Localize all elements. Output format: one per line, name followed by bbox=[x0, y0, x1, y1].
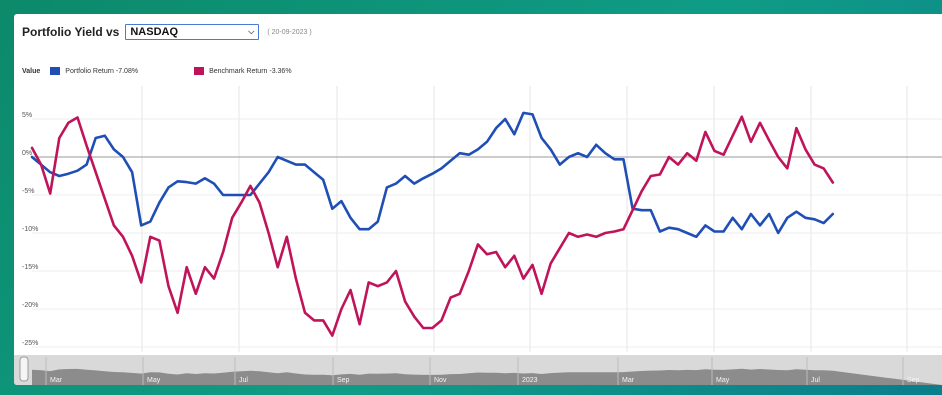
series-layer bbox=[30, 111, 835, 337]
benchmark-select-value: NASDAQ bbox=[130, 26, 179, 38]
navigator-label: Jul bbox=[811, 377, 820, 384]
y-tick-label: 5% bbox=[22, 112, 32, 119]
navigator-label: May bbox=[716, 377, 730, 384]
y-tick-label: -15% bbox=[22, 264, 38, 271]
legend-swatch-benchmark bbox=[194, 67, 205, 75]
benchmark-select[interactable]: NASDAQ ⌵ bbox=[125, 24, 260, 40]
navigator-label: Nov bbox=[434, 377, 447, 384]
navigator-label: Jul bbox=[239, 377, 248, 384]
chart-header: Portfolio Yield vs NASDAQ ⌵ ( 20-09-2023… bbox=[22, 22, 312, 42]
legend-swatch-portfolio bbox=[50, 67, 61, 75]
y-tick-label: -5% bbox=[22, 188, 34, 195]
y-tick-label: -20% bbox=[22, 302, 38, 309]
series-line-portfolio bbox=[30, 111, 835, 239]
grid-layer bbox=[32, 86, 942, 352]
navigator-label: Mar bbox=[622, 377, 635, 384]
chart-title: Portfolio Yield vs bbox=[22, 25, 120, 39]
navigator: Mar May Jul Sep Nov 2023 Mar May Jul Sep bbox=[14, 355, 942, 385]
line-chart[interactable]: 5% 0% -5% -10% -15% -20% -25% Mar May Jul Sep Nov 2… bbox=[14, 14, 942, 385]
chevron-down-icon: ⌵ bbox=[248, 27, 255, 36]
navigator-label: Sep bbox=[337, 377, 350, 384]
navigator-label: Sep bbox=[907, 377, 920, 384]
legend-item-benchmark[interactable]: Benchmark Return -3.36% bbox=[194, 67, 292, 75]
legend: Value Portfolio Return -7.08% Benchmark … bbox=[22, 65, 348, 77]
chart-panel: Portfolio Yield vs NASDAQ ⌵ ( 20-09-2023… bbox=[14, 14, 942, 385]
series-line-benchmark bbox=[30, 115, 835, 337]
navigator-label: May bbox=[147, 377, 161, 384]
legend-label-portfolio: Portfolio Return -7.08% bbox=[65, 67, 139, 75]
y-tick-label: 0% bbox=[22, 150, 32, 157]
legend-item-portfolio[interactable]: Portfolio Return -7.08% bbox=[50, 67, 138, 75]
navigator-label: 2023 bbox=[522, 377, 538, 384]
navigator-handle bbox=[19, 356, 29, 382]
legend-label-benchmark: Benchmark Return -3.36% bbox=[209, 67, 292, 75]
legend-value-label: Value bbox=[22, 67, 41, 75]
y-tick-label: -10% bbox=[22, 226, 38, 233]
chart-date: ( 20-09-2023 ) bbox=[267, 28, 312, 36]
navigator-label: Mar bbox=[50, 377, 63, 384]
y-axis-ticks: 5% 0% -5% -10% -15% -20% -25% bbox=[22, 112, 38, 347]
navigator-area bbox=[32, 368, 942, 385]
y-tick-label: -25% bbox=[22, 340, 38, 347]
